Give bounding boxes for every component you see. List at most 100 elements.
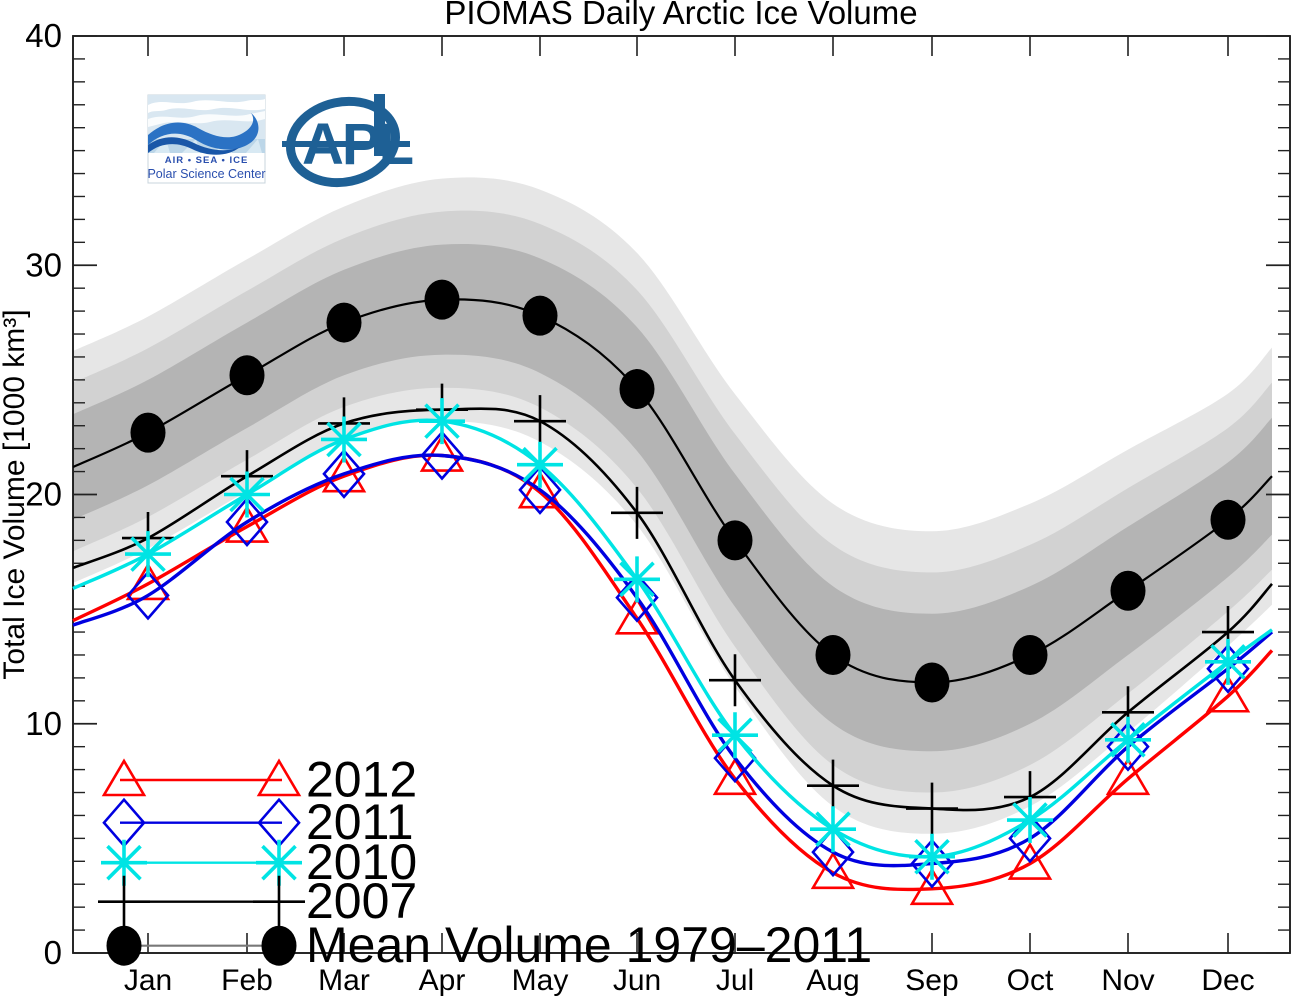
marker-asterisk (101, 839, 147, 886)
legend-label: Mean Volume 1979–2011 (306, 917, 872, 973)
month-label-may: May (512, 964, 569, 997)
marker-diamond (420, 430, 464, 481)
marker-circle (522, 295, 558, 336)
y-tick-labels: 0 10 20 30 40 (25, 17, 62, 971)
y-tick-label-20: 20 (25, 476, 62, 513)
legend-item-2007: 2007 (98, 873, 417, 929)
marker-triangle (1205, 674, 1251, 713)
apl-logo-letters: APL (302, 112, 413, 177)
series-markers-Mean Volume 1979–2011 (130, 279, 1246, 703)
x-ticks (147, 36, 1229, 953)
marker-circle (1012, 634, 1048, 675)
stddev-bands (73, 177, 1272, 834)
marker-circle (229, 355, 265, 396)
y-tick-label-0: 0 (44, 934, 62, 971)
y-tick-label-30: 30 (25, 246, 62, 283)
marker-asterisk (712, 712, 758, 759)
marker-asterisk (224, 471, 270, 518)
x-tick-labels: Jan Feb Mar Apr May Jun Jul Aug Sep Oct Nov Dec (124, 964, 1255, 997)
marker-plus (709, 654, 761, 707)
marker-diamond (1008, 813, 1052, 864)
month-label-apr: Apr (419, 964, 466, 997)
marker-circle (326, 302, 362, 343)
marker-circle (717, 520, 753, 561)
month-label-feb: Feb (221, 964, 273, 997)
marker-triangle (1105, 757, 1151, 796)
marker-asterisk (125, 531, 171, 578)
series-markers-2010 (125, 398, 1251, 880)
month-label-jul: Jul (716, 964, 754, 997)
legend-label: 2010 (306, 834, 417, 890)
marker-plus (253, 875, 305, 928)
marker-triangle (101, 758, 147, 797)
series-line-Mean Volume 1979–2011 (72, 298, 1273, 684)
legend-label: 2007 (306, 873, 417, 929)
series-line-2010 (72, 418, 1273, 859)
marker-circle (130, 412, 166, 453)
month-label-jan: Jan (124, 964, 172, 997)
marker-triangle (614, 596, 660, 635)
marker-circle (424, 279, 460, 320)
marker-asterisk (517, 441, 563, 488)
y-tick-label-10: 10 (25, 705, 62, 742)
marker-diamond (322, 448, 366, 499)
marker-plus (611, 486, 663, 539)
month-label-mar: Mar (318, 964, 370, 997)
month-label-aug: Aug (806, 964, 859, 997)
marker-circle (1210, 499, 1246, 540)
axes: 0 10 20 30 40 Jan Feb Mar Apr May Jun Jul Aug Sep Oct N… (0, 17, 1291, 997)
marker-asterisk (321, 416, 367, 463)
marker-plus (807, 759, 859, 812)
legend-item-mean-volume: Mean Volume 1979–2011 (106, 917, 872, 973)
series-line-2012 (72, 453, 1274, 892)
marker-asterisk (614, 556, 660, 603)
month-label-sep: Sep (905, 964, 958, 997)
marker-triangle (256, 758, 302, 797)
legend-item-2012: 2012 (101, 752, 417, 808)
marker-asterisk (1205, 638, 1251, 685)
legend-label: 2012 (306, 752, 417, 808)
y-tick-label-40: 40 (25, 17, 62, 54)
marker-circle (914, 662, 950, 703)
marker-circle (261, 925, 297, 966)
psc-logo-tagline: AIR • SEA • ICE (165, 155, 249, 166)
marker-diamond (126, 570, 170, 621)
series-2011 (72, 430, 1274, 889)
marker-triangle (224, 505, 270, 543)
month-label-oct: Oct (1007, 964, 1054, 997)
series-line-2007 (72, 407, 1273, 812)
marker-triangle (517, 470, 563, 509)
psc-logo-name: Polar Science Center (147, 167, 265, 181)
month-label-dec: Dec (1201, 964, 1254, 997)
marker-circle (106, 925, 142, 966)
marker-triangle (810, 851, 856, 890)
marker-plus (98, 875, 150, 928)
legend-item-2010: 2010 (101, 834, 417, 890)
apl-logo: APL (282, 94, 415, 188)
series-2010 (72, 398, 1273, 880)
month-label-jun: Jun (613, 964, 661, 997)
marker-diamond (225, 497, 269, 547)
legend-label: 2011 (306, 794, 414, 850)
stddev-band-1sigma (73, 243, 1272, 752)
marker-diamond (615, 572, 659, 623)
chart-title: PIOMAS Daily Arctic Ice Volume (444, 0, 918, 31)
marker-asterisk (1105, 716, 1151, 763)
marker-circle (619, 369, 655, 410)
marker-plus (906, 782, 958, 835)
y-axis-label: Total Ice Volume [1000 km³] (0, 309, 31, 679)
marker-plus (514, 395, 566, 448)
legend-item-2011: 2011 (102, 794, 414, 850)
marker-asterisk (419, 398, 465, 445)
marker-triangle (1007, 842, 1053, 880)
marker-asterisk (1007, 797, 1053, 844)
marker-triangle (712, 757, 758, 796)
month-label-nov: Nov (1101, 964, 1154, 997)
marker-asterisk (256, 839, 302, 886)
marker-asterisk (810, 806, 856, 853)
marker-triangle (321, 454, 367, 493)
series-line-2011 (72, 453, 1274, 868)
